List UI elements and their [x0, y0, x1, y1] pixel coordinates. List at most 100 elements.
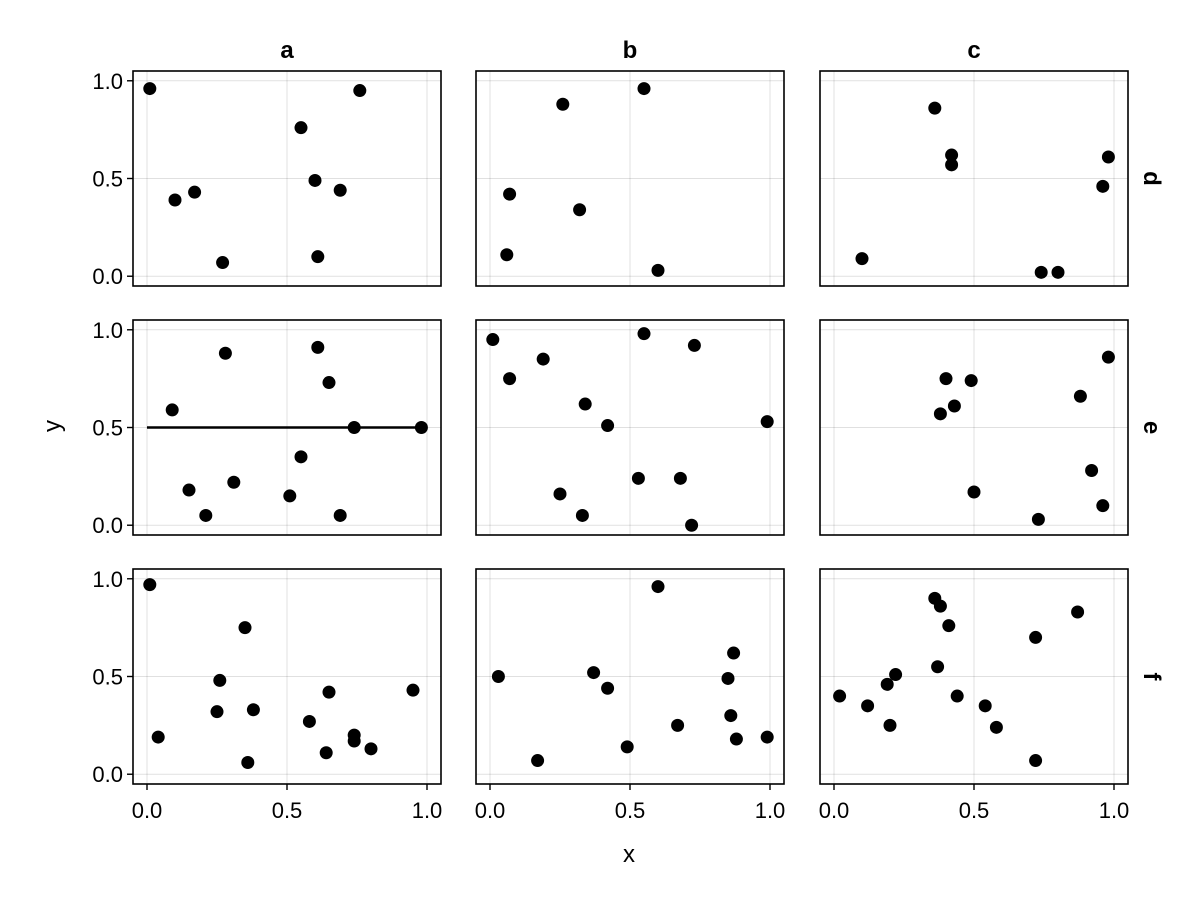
scatter-point	[724, 709, 738, 723]
x-tick-label: 0.0	[475, 798, 506, 823]
scatter-point	[227, 475, 241, 489]
scatter-point	[939, 372, 953, 386]
x-tick-label: 1.0	[412, 798, 443, 823]
panel-frame	[475, 70, 785, 287]
scatter-point	[311, 340, 325, 354]
panel-c-e	[819, 319, 1129, 536]
scatter-point	[364, 742, 378, 756]
scatter-point	[199, 508, 213, 522]
scatter-point	[165, 403, 179, 417]
scatter-point	[246, 703, 260, 717]
scatter-point	[213, 673, 227, 687]
scatter-point	[989, 720, 1003, 734]
scatter-point	[729, 732, 743, 746]
scatter-point	[685, 518, 699, 532]
scatter-point	[1096, 499, 1110, 513]
row-title-d: d	[1138, 171, 1165, 186]
column-title-c: c	[967, 37, 980, 64]
scatter-point	[308, 173, 322, 187]
scatter-point	[673, 471, 687, 485]
scatter-point	[967, 485, 981, 499]
panel-b-d	[475, 70, 785, 287]
scatter-point	[947, 399, 961, 413]
y-tick-label: 1.0	[92, 318, 123, 343]
scatter-point	[486, 333, 500, 347]
x-tick-label: 1.0	[755, 798, 786, 823]
panel-a-e: 0.0 0.5 1.0	[92, 318, 442, 538]
column-title-b: b	[623, 37, 638, 64]
y-tick-label: 0.5	[92, 416, 123, 441]
scatter-point	[151, 730, 165, 744]
scatter-point	[491, 670, 505, 683]
scatter-point	[931, 660, 945, 674]
scatter-point	[671, 718, 685, 732]
row-title-f: f	[1138, 673, 1165, 682]
scatter-point	[573, 203, 587, 217]
labels-layer: x y	[39, 420, 635, 868]
scatter-point	[1034, 265, 1048, 279]
scatter-point	[578, 397, 592, 411]
scatter-point	[945, 148, 959, 162]
scatter-point	[651, 263, 665, 277]
scatter-point	[1029, 630, 1043, 644]
panel-b-e	[475, 319, 785, 536]
scatter-point	[620, 740, 634, 754]
x-tick-label: 0.5	[959, 798, 990, 823]
scatter-point	[500, 248, 514, 262]
scatter-point	[933, 599, 947, 613]
scatter-point	[880, 677, 894, 691]
panel-frame	[819, 319, 1129, 536]
scatter-point	[637, 327, 651, 341]
scatter-point	[182, 483, 196, 497]
scatter-point	[283, 489, 297, 503]
scatter-point	[556, 97, 570, 111]
panel-a-f: 0.0 0.5 1.0 0.0 0.5 1.0	[92, 567, 442, 823]
y-axis-label: y	[39, 420, 66, 432]
row-title-e: e	[1138, 421, 1165, 434]
scatter-point	[933, 407, 947, 421]
panels-layer: 0.00.51.00.00.51.00.00.51.00.0 0.5 1.0 0.0 0…	[92, 37, 1165, 823]
scatter-point	[503, 187, 517, 201]
scatter-point	[1029, 754, 1043, 768]
scatter-point	[631, 471, 645, 485]
scatter-point	[964, 374, 978, 388]
scatter-point	[1101, 350, 1115, 364]
scatter-point	[721, 671, 735, 685]
scatter-point	[883, 718, 897, 732]
column-title-a: a	[280, 37, 294, 64]
scatter-point	[188, 185, 202, 199]
scatter-point	[637, 82, 651, 96]
panel-frame	[475, 319, 785, 536]
x-tick-label: 0.0	[819, 798, 850, 823]
scatter-point	[950, 689, 964, 703]
y-tick-label: 1.0	[92, 567, 123, 592]
y-tick-label: 0.0	[92, 264, 123, 289]
scatter-point	[333, 508, 347, 522]
scatter-point	[503, 372, 517, 386]
y-tick-label: 0.0	[92, 762, 123, 787]
scatter-point	[406, 683, 420, 697]
scatter-point	[347, 734, 361, 748]
scatter-point	[978, 699, 992, 713]
scatter-point	[218, 346, 232, 360]
scatter-point	[651, 580, 665, 594]
scatter-point	[294, 450, 308, 464]
scatter-point	[760, 730, 774, 744]
scatter-point	[1051, 265, 1065, 279]
scatter-point	[216, 256, 230, 270]
scatter-point	[855, 252, 869, 266]
scatter-point	[575, 508, 589, 522]
scatter-point	[587, 666, 601, 680]
scatter-point	[241, 756, 255, 769]
scatter-point	[1096, 179, 1110, 193]
scatter-point	[727, 646, 741, 660]
panel-c-d	[819, 70, 1129, 287]
scatter-point	[168, 193, 182, 207]
panel-frame	[819, 70, 1129, 287]
x-tick-label: 0.5	[615, 798, 646, 823]
scatter-point	[322, 376, 336, 390]
y-tick-label: 1.0	[92, 69, 123, 94]
scatter-point	[889, 668, 903, 682]
scatter-point	[601, 681, 615, 695]
scatter-point	[942, 619, 956, 633]
